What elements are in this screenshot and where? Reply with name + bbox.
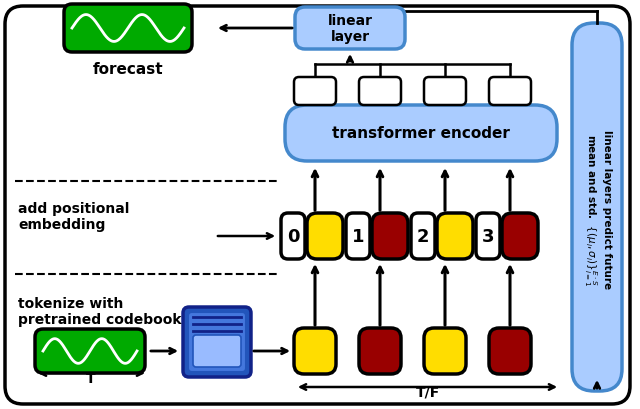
Text: transformer encoder: transformer encoder — [332, 126, 510, 141]
FancyBboxPatch shape — [411, 213, 435, 259]
FancyBboxPatch shape — [183, 307, 251, 377]
Text: forecast: forecast — [93, 62, 163, 77]
FancyBboxPatch shape — [372, 213, 408, 259]
Text: 2: 2 — [417, 227, 429, 245]
Text: add positional
embedding: add positional embedding — [18, 201, 129, 231]
FancyBboxPatch shape — [307, 213, 343, 259]
Text: tokenize with
pretrained codebook: tokenize with pretrained codebook — [18, 296, 182, 326]
FancyBboxPatch shape — [424, 78, 466, 106]
FancyBboxPatch shape — [193, 335, 241, 367]
FancyBboxPatch shape — [35, 329, 145, 373]
FancyBboxPatch shape — [437, 213, 473, 259]
Text: 0: 0 — [287, 227, 300, 245]
FancyBboxPatch shape — [424, 328, 466, 374]
Text: linear
layer: linear layer — [328, 14, 372, 44]
FancyBboxPatch shape — [489, 78, 531, 106]
FancyBboxPatch shape — [359, 328, 401, 374]
FancyBboxPatch shape — [188, 312, 246, 372]
FancyBboxPatch shape — [502, 213, 538, 259]
Text: 3: 3 — [482, 227, 494, 245]
FancyBboxPatch shape — [295, 8, 405, 50]
Text: linear layers predict future
mean and std.  $\{(\mu_i,\sigma_i)\}_{i=1}^{E \cdot: linear layers predict future mean and st… — [582, 130, 612, 289]
Text: 1: 1 — [352, 227, 364, 245]
Text: T: T — [86, 371, 96, 385]
FancyBboxPatch shape — [5, 7, 630, 404]
FancyBboxPatch shape — [281, 213, 305, 259]
FancyBboxPatch shape — [294, 328, 336, 374]
Text: T/F: T/F — [416, 385, 440, 399]
FancyBboxPatch shape — [476, 213, 500, 259]
FancyBboxPatch shape — [64, 5, 192, 53]
FancyBboxPatch shape — [489, 328, 531, 374]
FancyBboxPatch shape — [285, 106, 557, 162]
FancyBboxPatch shape — [294, 78, 336, 106]
FancyBboxPatch shape — [572, 24, 622, 391]
FancyBboxPatch shape — [359, 78, 401, 106]
FancyBboxPatch shape — [346, 213, 370, 259]
